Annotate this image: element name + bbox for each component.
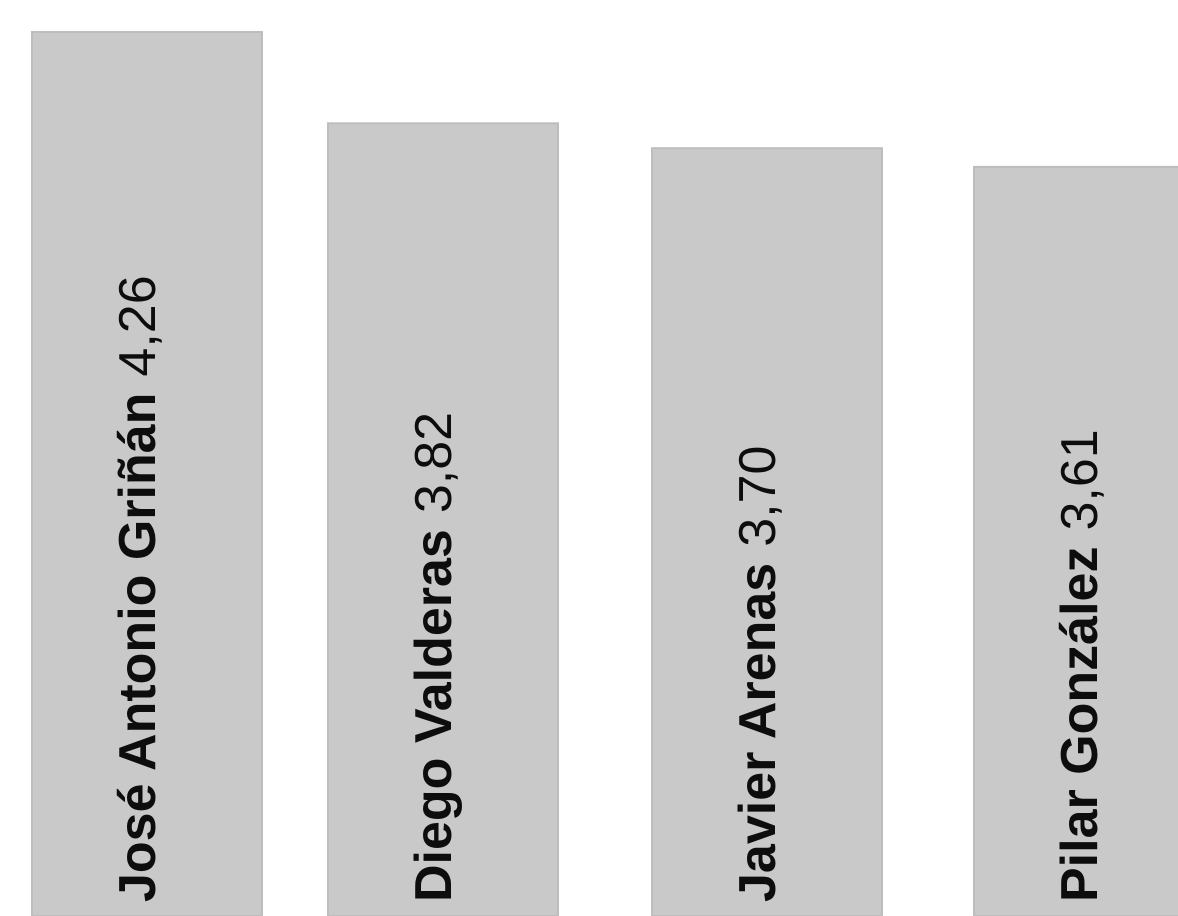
value-label-diego-valderas: 3,82 — [405, 412, 463, 513]
bar-javier-arenas — [651, 147, 883, 916]
value-label-jose-antonio-grinan: 4,26 — [109, 275, 167, 376]
svg-text:Diego Valderas3,82: Diego Valderas 3,82 — [405, 412, 463, 902]
svg-text:Pilar González3,61: Pilar González 3,61 — [1051, 429, 1109, 902]
value-label-pilar-gonzalez: 3,61 — [1051, 429, 1109, 530]
category-label-javier-arenas: Javier Arenas — [729, 563, 787, 902]
svg-text:Javier Arenas3,70: Javier Arenas 3,70 — [729, 446, 787, 902]
bar-label-jose-antonio-grinan: José Antonio Griñán 4,26 — [109, 275, 167, 902]
category-label-pilar-gonzalez: Pilar González — [1051, 547, 1109, 902]
bar-label-pilar-gonzalez: Pilar González 3,61 — [1051, 429, 1109, 902]
svg-text:José Antonio Griñán4,26: José Antonio Griñán 4,26 — [109, 275, 167, 902]
bar-pilar-gonzalez — [973, 165, 1178, 916]
bar-diego-valderas — [327, 122, 559, 916]
value-label-javier-arenas: 3,70 — [729, 446, 787, 547]
category-label-diego-valderas: Diego Valderas — [405, 529, 463, 902]
bar-jose-antonio-grinan — [31, 31, 263, 916]
bar-label-diego-valderas: Diego Valderas 3,82 — [405, 412, 463, 902]
category-label-jose-antonio-grinan: José Antonio Griñán — [109, 393, 167, 902]
bar-label-javier-arenas: Javier Arenas 3,70 — [729, 446, 787, 902]
